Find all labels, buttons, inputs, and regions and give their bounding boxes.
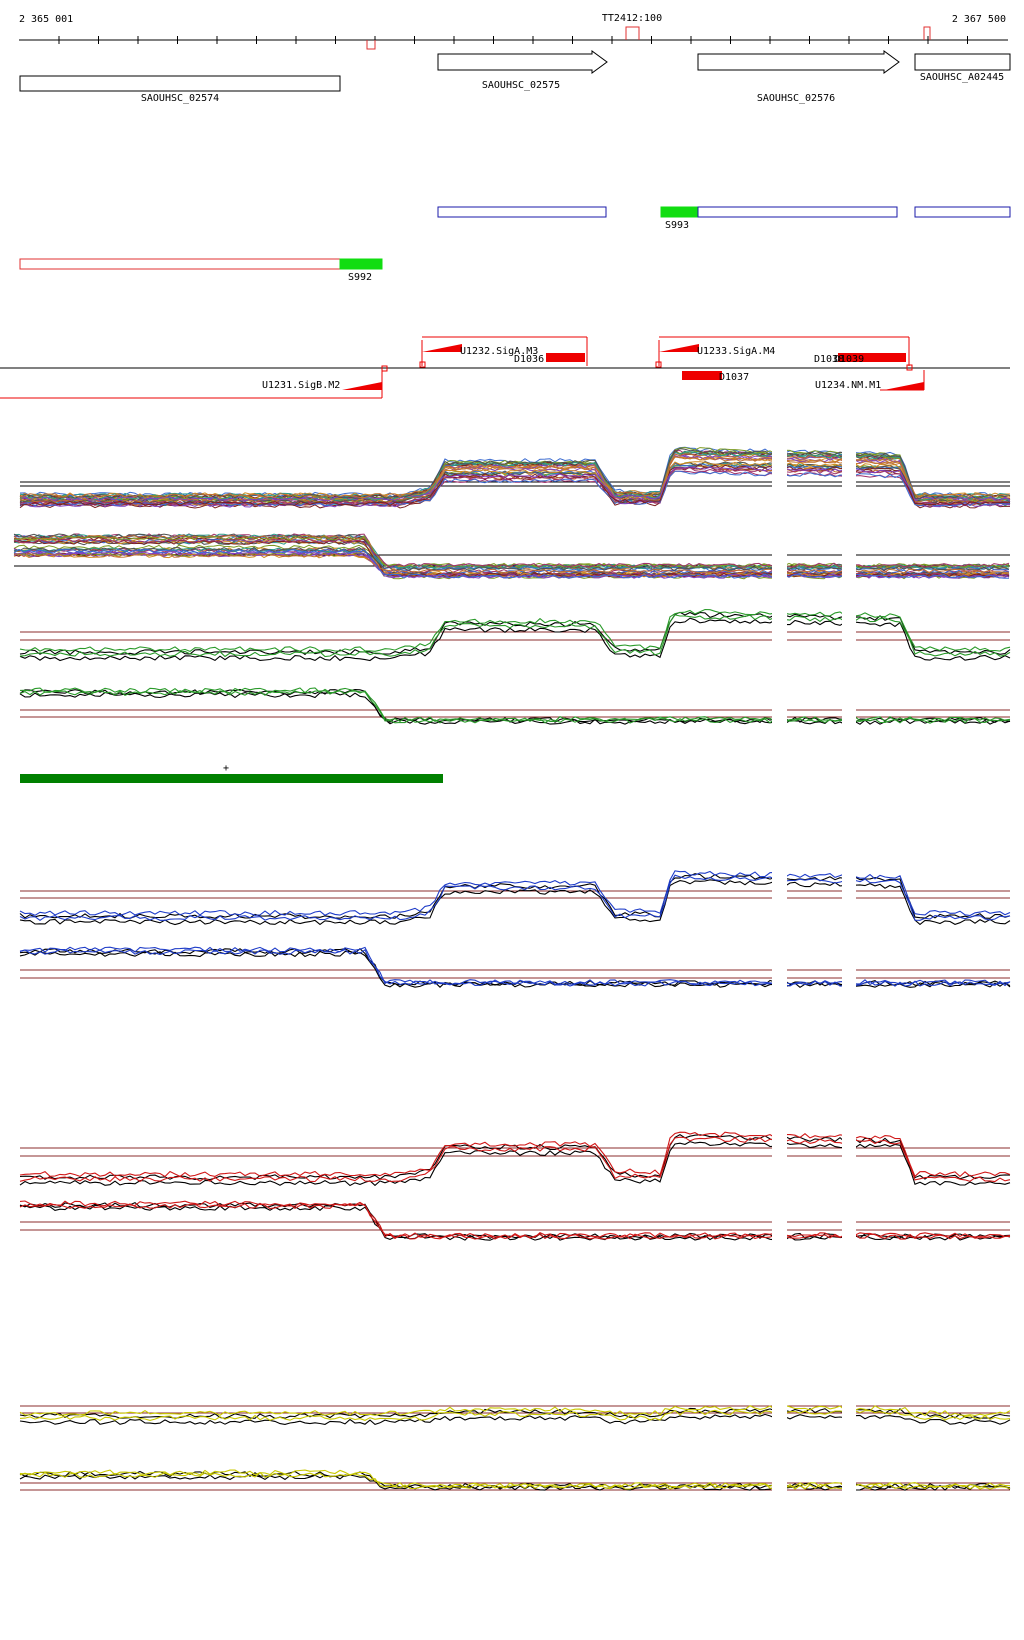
promoter-wedge [342,382,382,390]
data-gap [772,1115,787,1270]
segment-forward-1[interactable] [437,206,607,218]
expression-panels [13,446,1011,1491]
region-bar-track: + [20,763,443,783]
ruler-marker-left [366,40,376,50]
segment-label-s992: S992 [348,272,372,283]
ruler-end-label: 2 367 500 [952,14,1006,25]
data-gap [772,1370,787,1530]
data-gap [842,857,856,1010]
gene-box[interactable] [914,53,1011,71]
profile-line [19,1131,1011,1178]
gene-track: SAOUHSC_02574 SAOUHSC_02575 SAOUHSC_0257… [19,50,1011,104]
data-gap [772,425,787,735]
promoter-tss [381,365,388,372]
dsrna-d1037[interactable]: D1037 [682,371,749,383]
promoter-tss [906,364,913,371]
ruler-ticks [58,36,968,44]
dsrna-d1038[interactable]: D1038 [814,353,856,365]
promoter-label: U1232.SigA.M3 [460,346,538,357]
promoter-wedge [422,344,462,352]
segment-reverse-1[interactable] [19,258,341,270]
segment-track: S993 S992 [19,206,1011,283]
dsrna-label: D1037 [719,372,749,383]
tss-label: TT2412:100 [602,13,662,24]
gene-saouhsc-02575[interactable]: SAOUHSC_02575 [437,50,608,91]
dsrna-block[interactable] [838,353,856,362]
promoter-u1233[interactable]: U1233.SigA.M4 [655,336,910,368]
track-panel-yellow [19,1404,1011,1491]
dsrna-d1036[interactable]: D1036 [514,353,585,365]
promoter-track: U1232.SigA.M3 U1233.SigA.M4 U1231.SigB.M… [0,336,1010,399]
dsrna-label: D1036 [514,354,544,365]
track-panel-green [19,608,1011,725]
promoter-label: U1234.NM.M1 [815,380,881,391]
profile-line [13,548,1010,575]
track-panel-mixed-reverse [13,533,1010,580]
segment-label-s993: S993 [665,220,689,231]
profile-line [19,1136,1011,1183]
dsrna-block[interactable] [546,353,585,362]
promoter-tss [419,361,426,368]
promoter-tss [655,361,662,368]
profile-line [19,950,1011,988]
segment-forward-2[interactable] [697,206,898,218]
track-panel-red [19,1131,1011,1241]
coordinate-ruler: 2 365 001 2 367 500 TT2412:100 [19,13,1008,50]
region-bar[interactable] [20,774,443,783]
promoter-label: U1233.SigA.M4 [697,346,775,357]
gene-saouhsc-a02445[interactable]: SAOUHSC_A02445 [914,53,1011,83]
promoter-wedge [884,382,924,390]
data-gap [842,1115,856,1270]
gene-label: SAOUHSC_02576 [757,93,835,104]
gene-label: SAOUHSC_02575 [482,80,560,91]
dsrna-d1039[interactable]: D1039 [834,353,906,365]
gene-saouhsc-02576[interactable]: SAOUHSC_02576 [697,50,900,104]
segment-forward-3[interactable] [914,206,1011,218]
segment-s992-highlight[interactable] [339,258,383,270]
gene-arrow[interactable] [437,50,608,74]
promoter-u1232[interactable]: U1232.SigA.M3 [419,336,588,368]
dsrna-block[interactable] [682,371,722,380]
track-panel-mixed-forward [19,446,1011,509]
promoter-wedge [659,344,699,352]
gene-label: SAOUHSC_02574 [141,93,219,104]
profile-line [19,611,1011,656]
gene-saouhsc-02574[interactable]: SAOUHSC_02574 [19,75,341,104]
data-gap [842,1370,856,1530]
ruler-marker-tss [625,26,640,40]
data-gap [842,425,856,735]
dsrna-label: D1039 [834,354,864,365]
ruler-marker-right [923,26,931,40]
dsrna-label: D1038 [814,354,844,365]
ruler-start-label: 2 365 001 [19,14,73,25]
profile-line [19,1469,1011,1489]
promoter-u1231[interactable]: U1231.SigB.M2 [0,365,388,399]
gene-label: SAOUHSC_A02445 [920,72,1004,83]
track-panel-blue [19,870,1011,988]
data-gap [772,857,787,1010]
data-gaps [772,425,856,1530]
profile-line [19,946,1011,986]
profile-line [19,608,1011,653]
gene-body[interactable] [19,75,341,92]
region-marker: + [223,763,229,774]
segment-s993-highlight[interactable] [660,206,699,218]
promoter-u1234[interactable]: U1234.NM.M1 [815,364,925,391]
profile-line [19,449,1011,500]
dsrna-block[interactable] [856,353,906,362]
profile-line [19,947,1011,987]
promoter-label: U1231.SigB.M2 [262,380,340,391]
gene-arrow[interactable] [697,50,900,74]
